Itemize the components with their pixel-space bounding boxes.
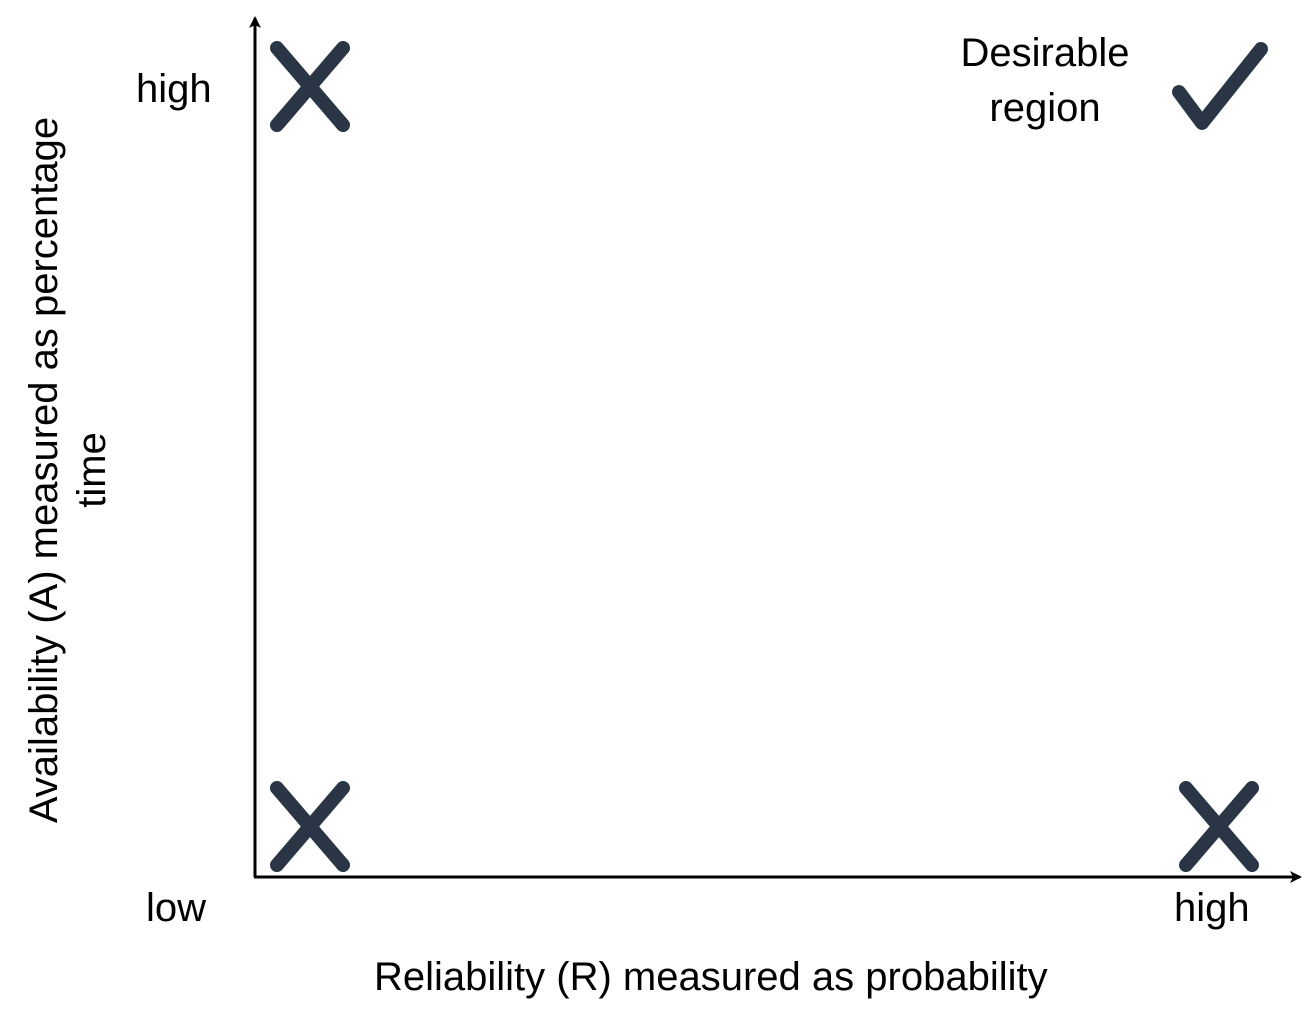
check-icon [1172,42,1268,130]
desirable-region-label-line2: region [989,86,1101,130]
y-axis-high-label: high [136,67,212,111]
cross-icon [270,781,350,872]
x-axis-title: Reliability (R) measured as probability [374,955,1048,999]
x-axis-low-label: low [146,886,207,930]
x-axis-high-label: high [1174,886,1250,930]
cross-icon [1179,781,1259,872]
desirable-region-label-line1: Desirable [960,31,1130,75]
desirable-region-label: Desirable region [930,26,1160,136]
y-axis-title: Availability (A) measured as percentage … [20,20,116,920]
cross-icon [270,41,350,132]
y-axis-title-line1: Availability (A) measured as percentage [22,116,66,824]
y-axis-title-line2: time [70,432,114,508]
